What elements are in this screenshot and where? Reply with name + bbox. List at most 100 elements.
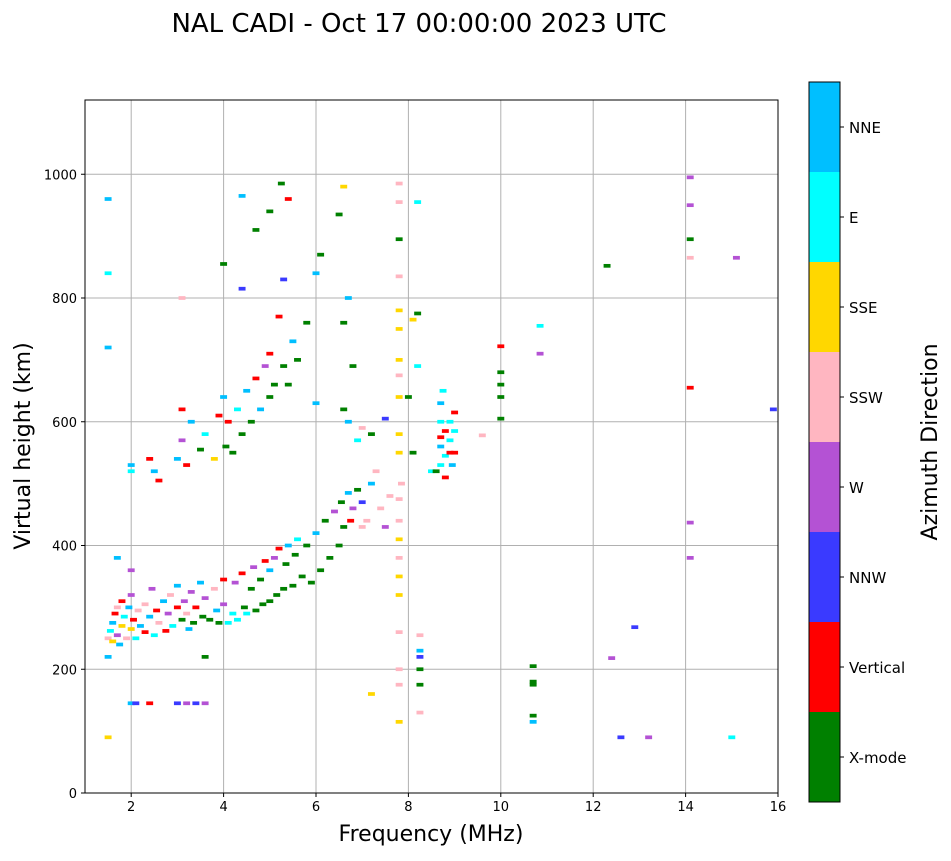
- data-cell-sse: [395, 395, 403, 399]
- data-cell-e: [169, 624, 177, 628]
- data-cell-x-mode: [266, 599, 274, 604]
- data-cell-x-mode: [266, 209, 274, 214]
- data-cell-ssw: [686, 255, 694, 260]
- data-cell-w: [164, 611, 172, 616]
- data-cell-nne: [127, 701, 135, 706]
- data-cell-nnw: [617, 735, 625, 740]
- data-cell-sse: [409, 317, 417, 322]
- data-cell-nne: [150, 469, 158, 474]
- data-cell-w: [201, 701, 209, 706]
- x-tick-label: 2: [127, 800, 135, 815]
- data-cell-nne: [213, 608, 221, 613]
- data-cell-x-mode: [303, 543, 311, 548]
- data-cell-ssw: [183, 611, 191, 616]
- data-cell-sse: [395, 308, 403, 313]
- data-cell-x-mode: [252, 228, 260, 232]
- data-cell-x-mode: [229, 450, 237, 455]
- data-cell-nne: [220, 395, 228, 399]
- x-tick-label: 16: [770, 800, 787, 815]
- data-cell-w: [331, 509, 338, 514]
- data-cell-x-mode: [252, 608, 260, 613]
- data-cell-nne: [116, 642, 124, 647]
- data-cell-nne: [146, 614, 154, 619]
- data-cell-nne: [113, 556, 121, 560]
- colorbar-tick-label: SSW: [849, 389, 883, 407]
- data-cell-nne: [104, 345, 112, 350]
- data-cell-x-mode: [340, 320, 348, 325]
- data-cell-w: [349, 506, 357, 511]
- data-cell-e: [446, 438, 454, 443]
- data-cell-vertical: [192, 605, 200, 610]
- data-cell-x-mode: [215, 620, 223, 625]
- colorbar-tick-label: NNW: [849, 569, 886, 587]
- data-cell-x-mode: [497, 395, 505, 399]
- data-cell-nne: [367, 481, 375, 486]
- data-cell-x-mode: [289, 583, 297, 588]
- y-axis-ticks: 0 200 400 600 800 1000: [44, 168, 85, 802]
- data-cell-ssw: [113, 605, 121, 610]
- data-cell-x-mode: [326, 556, 334, 560]
- x-tick-label: 10: [493, 800, 510, 815]
- data-cell-w: [178, 438, 186, 443]
- data-cell-vertical: [162, 629, 170, 633]
- data-cell-e: [536, 323, 544, 328]
- data-cell-vertical: [155, 478, 163, 483]
- plot-frame: [84, 99, 779, 794]
- colorbar-tick-label: W: [849, 479, 864, 497]
- data-cell-nne: [187, 419, 195, 424]
- x-tick-label: 4: [219, 800, 227, 815]
- data-cell-w: [113, 633, 121, 638]
- data-cell-ssw: [395, 274, 403, 279]
- data-cell-nne: [109, 620, 117, 625]
- colorbar-tick-label: X-mode: [849, 749, 906, 767]
- x-tick-label: 14: [677, 800, 694, 815]
- data-cell-nne: [312, 531, 320, 535]
- data-cell-x-mode: [349, 364, 357, 368]
- data-cell-ssw: [141, 602, 149, 607]
- data-cell-w: [201, 596, 209, 600]
- data-cells: [104, 175, 777, 740]
- data-cell-nne: [127, 463, 135, 467]
- data-cell-e: [229, 611, 237, 616]
- data-cell-vertical: [224, 419, 232, 424]
- data-cell-sse: [118, 624, 126, 628]
- data-cell-nne: [529, 719, 537, 724]
- data-cell-ssw: [395, 200, 403, 204]
- data-cell-nne: [197, 580, 204, 585]
- data-cell-vertical: [437, 435, 445, 440]
- data-cell-e: [437, 419, 445, 424]
- data-cell-nne: [312, 271, 320, 276]
- data-cell-vertical: [252, 376, 260, 381]
- data-cell-x-mode: [280, 586, 288, 591]
- data-cell-ssw: [358, 525, 366, 529]
- data-cell-nnw: [173, 701, 181, 706]
- data-cell-vertical: [266, 351, 274, 356]
- data-cell-w: [381, 525, 389, 529]
- data-cell-x-mode: [294, 358, 301, 362]
- data-cell-x-mode: [257, 577, 265, 582]
- data-cell-sse: [395, 574, 403, 579]
- data-cell-vertical: [261, 559, 269, 563]
- data-cell-vertical: [215, 413, 223, 418]
- data-cell-vertical: [173, 605, 181, 610]
- data-cell-ssw: [416, 633, 424, 638]
- data-cell-e: [414, 200, 422, 204]
- data-cell-x-mode: [197, 447, 204, 452]
- data-cell-x-mode: [317, 252, 325, 257]
- data-cell-ssw: [395, 667, 403, 672]
- data-cell-e: [127, 469, 135, 474]
- data-cell-ssw: [363, 518, 371, 523]
- x-tick-label: 6: [312, 800, 320, 815]
- data-cell-ssw: [478, 433, 486, 438]
- data-cell-nne: [284, 543, 292, 548]
- data-cell-x-mode: [404, 395, 412, 399]
- data-cell-nnw: [358, 500, 366, 505]
- colorbar-label: Azimuth Direction: [918, 343, 943, 540]
- data-cell-ssw: [358, 426, 366, 430]
- data-cell-sse: [395, 719, 403, 724]
- data-cell-ssw: [167, 593, 174, 597]
- data-cell-x-mode: [321, 518, 329, 523]
- data-cell-x-mode: [416, 682, 424, 687]
- data-cell-ssw: [372, 469, 380, 474]
